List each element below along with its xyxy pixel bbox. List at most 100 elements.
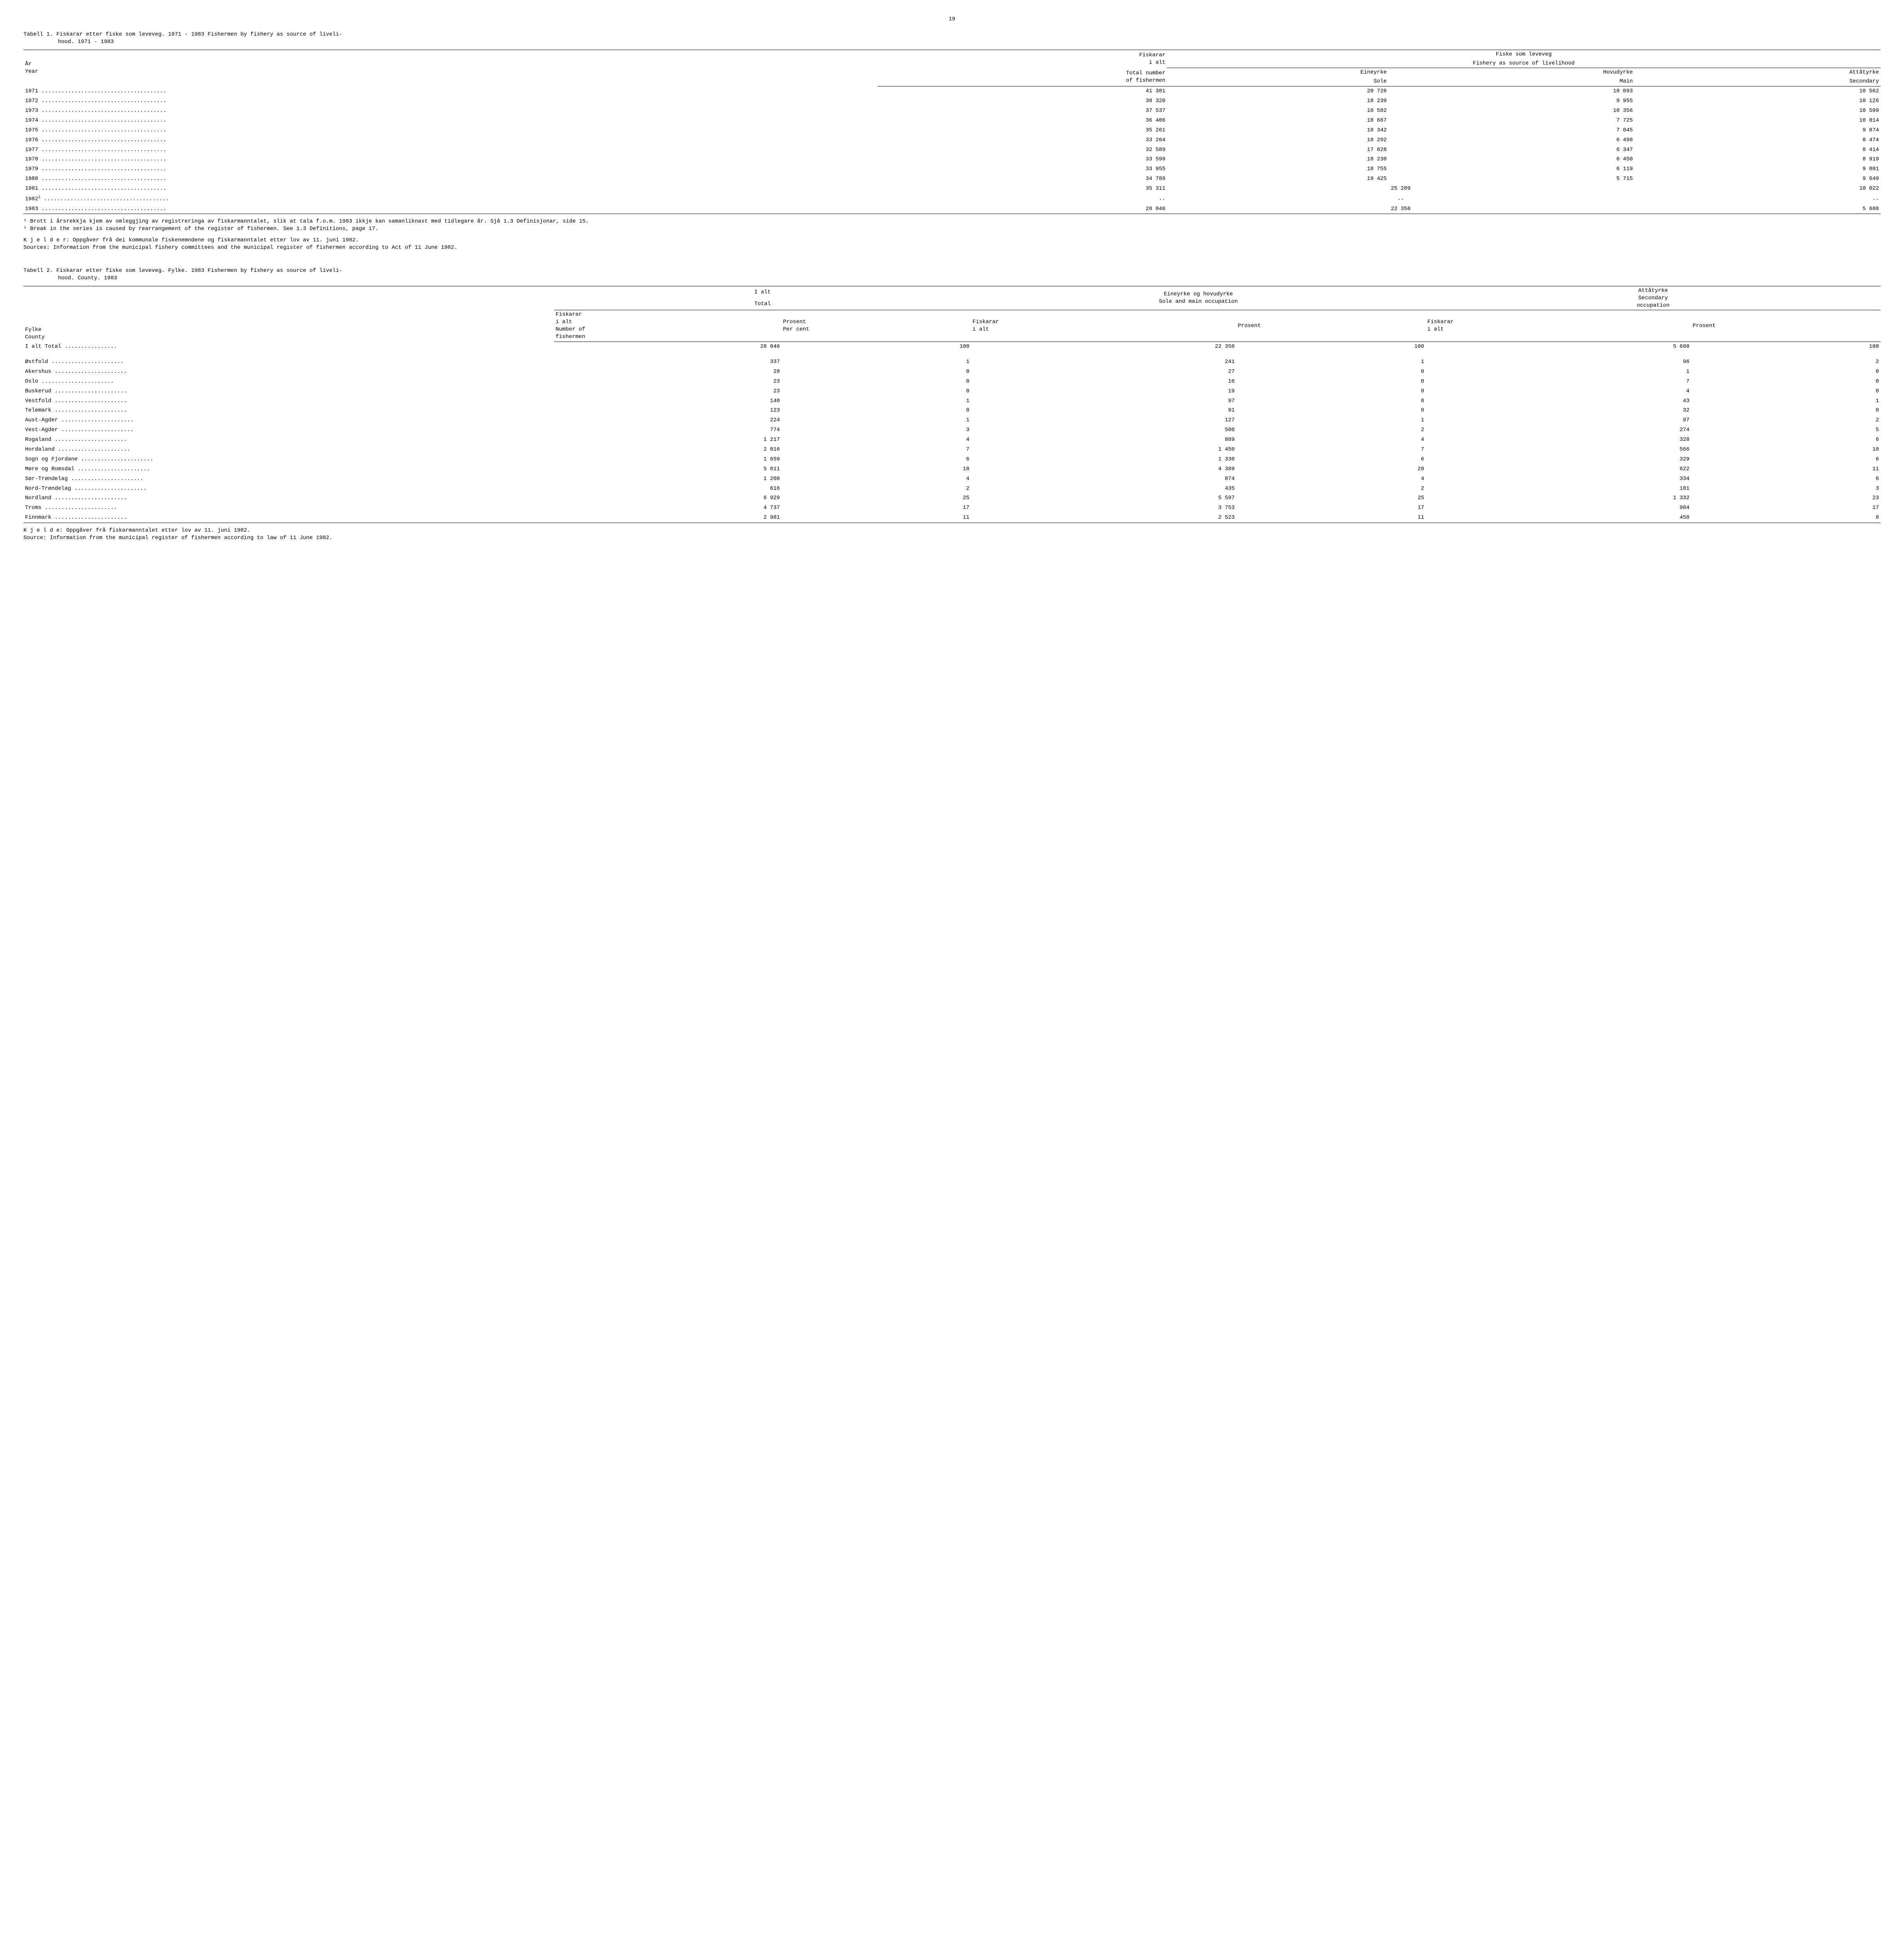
table2-cell: 2 bbox=[1236, 484, 1425, 494]
table1-main: 5 715 bbox=[1388, 174, 1634, 184]
table2-cell: 3 bbox=[781, 425, 971, 435]
table2-cell: 1 217 bbox=[554, 435, 781, 445]
table2-county: Akershus bbox=[23, 367, 554, 377]
table2-cell: 458 bbox=[1426, 513, 1691, 523]
table2-cell: 17 bbox=[1236, 503, 1425, 513]
table2-cell: 4 bbox=[781, 435, 971, 445]
table1-main: 10 356 bbox=[1388, 106, 1634, 116]
table1-total: 35 261 bbox=[878, 126, 1167, 135]
table2-cell: 0 bbox=[1236, 406, 1425, 415]
table2-cell: 28 bbox=[554, 367, 781, 377]
table2-cell: 5 011 bbox=[554, 464, 781, 474]
table2-cell: 616 bbox=[554, 484, 781, 494]
table1-total: .. bbox=[878, 194, 1167, 204]
table1-sole: 19 425 bbox=[1167, 174, 1388, 184]
table2-cell: 3 753 bbox=[971, 503, 1236, 513]
table1-year: 1974 bbox=[23, 116, 878, 126]
table2-cell: 4 737 bbox=[554, 503, 781, 513]
table2-cell: 27 bbox=[971, 367, 1236, 377]
table1-year: 1972 bbox=[23, 96, 878, 106]
table2-county: Oslo bbox=[23, 377, 554, 387]
table1-sec: 10 599 bbox=[1634, 106, 1881, 116]
table1-col-sole-no: Eineyrke bbox=[1361, 69, 1387, 76]
table1-year: 1976 bbox=[23, 135, 878, 145]
table2-cell: 100 bbox=[781, 342, 971, 352]
table1-col-group-en: Fishery as source of livelihood bbox=[1473, 60, 1575, 67]
table2-cell: 6 bbox=[1691, 455, 1881, 464]
table2-cell: 100 bbox=[1691, 342, 1881, 352]
table1-total: 37 537 bbox=[878, 106, 1167, 116]
table2-cell: 2 bbox=[1236, 425, 1425, 435]
table2-col-fish-no: Fiskarar bbox=[556, 311, 582, 318]
table2-cell: 566 bbox=[1426, 445, 1691, 455]
table2-cell: 91 bbox=[971, 406, 1236, 415]
table1-col-total-en2: of fishermen bbox=[1126, 77, 1166, 84]
table2-col-pct-no: Prosent bbox=[783, 319, 806, 325]
table2-cell: 22 358 bbox=[971, 342, 1236, 352]
table2-cell: 1 bbox=[781, 396, 971, 406]
table1-footnote-en: ¹ Break in the series is caused by rearr… bbox=[23, 225, 1881, 233]
table1-main: 9 955 bbox=[1388, 96, 1634, 106]
table2-cell: 181 bbox=[1426, 484, 1691, 494]
table2-county: Vestfold bbox=[23, 396, 554, 406]
table2-cell: 3 bbox=[1691, 484, 1881, 494]
table2-cell: 97 bbox=[1426, 415, 1691, 425]
table2-col-pct2a: Prosent bbox=[1238, 323, 1261, 329]
table1-sec: 10 562 bbox=[1634, 86, 1881, 96]
table2-cell: 23 bbox=[554, 377, 781, 387]
table2-title: Tabell 2. Fiskarar etter fiske som levev… bbox=[23, 267, 1881, 282]
table2-cell: 1 450 bbox=[971, 445, 1236, 455]
table2-cell: 4 bbox=[1236, 474, 1425, 484]
table2-cell: 1 bbox=[1691, 396, 1881, 406]
table2-col-solemain-no: Eineyrke og hovudyrke bbox=[1164, 291, 1233, 297]
table1-sec: 9 649 bbox=[1634, 174, 1881, 184]
table2-county: Aust-Agder bbox=[23, 415, 554, 425]
table2-cell: 43 bbox=[1426, 396, 1691, 406]
table2-cell: 0 bbox=[1691, 387, 1881, 396]
table1-sole-main: 25 289 bbox=[1167, 184, 1634, 194]
table2-cell: 10 bbox=[1691, 445, 1881, 455]
table2-cell: 0 bbox=[1691, 406, 1881, 415]
table2-cell: 2 981 bbox=[554, 513, 781, 523]
table1-main: 7 045 bbox=[1388, 126, 1634, 135]
table1-sec: 5 688 bbox=[1634, 204, 1881, 214]
table2-col-solemain-en: Sole and main occupation bbox=[1159, 298, 1238, 305]
table2-cell: 6 929 bbox=[554, 493, 781, 503]
table2-cell: 4 389 bbox=[971, 464, 1236, 474]
table2-cell: 984 bbox=[1426, 503, 1691, 513]
table1-total: 34 789 bbox=[878, 174, 1167, 184]
table2-source-no: K j e l d e: Oppgåver frå fiskarmanntale… bbox=[23, 527, 1881, 534]
table1-sole: 18 239 bbox=[1167, 96, 1388, 106]
table2-county: Telemark bbox=[23, 406, 554, 415]
table2-county: Finnmark bbox=[23, 513, 554, 523]
table2-cell: 1 bbox=[781, 415, 971, 425]
table1-total: 38 320 bbox=[878, 96, 1167, 106]
table2-cell: 11 bbox=[1236, 513, 1425, 523]
table1-year: 1973 bbox=[23, 106, 878, 116]
table2-cell: 25 bbox=[781, 493, 971, 503]
table1-total: 28 046 bbox=[878, 204, 1167, 214]
table2-cell: 32 bbox=[1426, 406, 1691, 415]
table1-sole: 18 230 bbox=[1167, 155, 1388, 164]
table2-cell: 7 bbox=[1426, 377, 1691, 387]
table2-county: Vest-Agder bbox=[23, 425, 554, 435]
table2-cell: 96 bbox=[1426, 357, 1691, 367]
table2-col-fish3-no2: i alt bbox=[1427, 326, 1444, 333]
page-number: 19 bbox=[23, 16, 1881, 23]
table1-main: 6 498 bbox=[1388, 135, 1634, 145]
table2-cell: 140 bbox=[554, 396, 781, 406]
table1-main: 7 725 bbox=[1388, 116, 1634, 126]
table1-total: 33 599 bbox=[878, 155, 1167, 164]
table1-col-main-no: Hovudyrke bbox=[1603, 69, 1633, 76]
table1-title-line2: hood. 1971 - 1983 bbox=[23, 38, 1881, 46]
table2-cell: 6 bbox=[1691, 435, 1881, 445]
table1-col-sole-en: Sole bbox=[1373, 78, 1387, 84]
table2: Fylke County I alt Eineyrke og hovudyrke… bbox=[23, 286, 1881, 523]
table2-cell: 11 bbox=[1691, 464, 1881, 474]
table1-sec: 10 126 bbox=[1634, 96, 1881, 106]
table2-cell: 127 bbox=[971, 415, 1236, 425]
table1-sole: 18 292 bbox=[1167, 135, 1388, 145]
table1-sec: 8 919 bbox=[1634, 155, 1881, 164]
table2-cell: 328 bbox=[1426, 435, 1691, 445]
table2-cell: 0 bbox=[1236, 367, 1425, 377]
